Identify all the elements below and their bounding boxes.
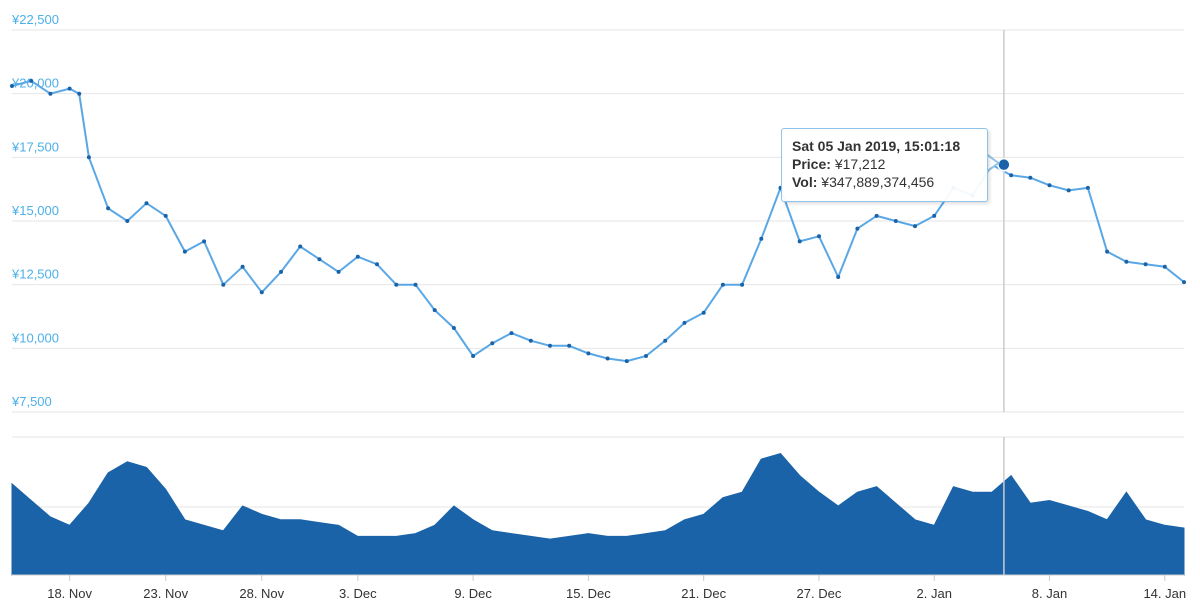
price-point (817, 234, 821, 239)
price-point (1085, 185, 1090, 190)
y-axis: ¥7,500¥10,000¥12,500¥15,000¥17,500¥20,00… (11, 12, 59, 409)
x-tick-label: 2. Jan (917, 586, 952, 601)
price-point (336, 269, 341, 274)
price-point (855, 226, 860, 231)
price-point (471, 354, 476, 358)
price-point (144, 201, 149, 206)
price-point (913, 224, 917, 229)
y-tick-label: ¥10,000 (11, 330, 59, 345)
price-point (682, 320, 687, 325)
y-tick-label: ¥15,000 (11, 203, 59, 218)
price-point (663, 338, 668, 343)
price-point (509, 331, 514, 336)
x-tick-label: 3. Dec (339, 586, 377, 601)
price-point (1028, 175, 1033, 180)
y-tick-label: ¥12,500 (11, 267, 59, 282)
y-tick-label: ¥7,500 (11, 394, 52, 409)
price-point (1105, 249, 1110, 254)
price-point (1143, 262, 1148, 267)
tooltip-vol-label: Vol: (792, 174, 818, 190)
price-point (740, 282, 745, 287)
tooltip-price-value: ¥17,212 (834, 156, 886, 172)
price-point (202, 239, 207, 244)
price-point (29, 78, 34, 83)
price-point (1066, 188, 1071, 193)
price-point (394, 282, 399, 287)
x-tick-label: 14. Jan (1143, 586, 1186, 601)
x-tick-label: 23. Nov (143, 586, 188, 601)
x-axis: 18. Nov 23. Nov 28. Nov 3. Dec 9. Dec 15. Dec… (12, 574, 1186, 601)
price-point (317, 257, 322, 262)
price-point (67, 86, 72, 91)
price-point (375, 262, 379, 267)
price-point (240, 264, 245, 269)
price-point (182, 249, 187, 254)
volume-area (11, 453, 1185, 576)
tooltip-vol-row: Vol: ¥347,889,374,456 (792, 173, 977, 191)
price-point (586, 351, 591, 356)
price-point (279, 269, 283, 274)
x-tick-label: 21. Dec (681, 586, 726, 601)
price-point (605, 356, 610, 361)
y-tick-label: ¥22,500 (11, 12, 59, 27)
price-point (163, 213, 168, 218)
price-point (1162, 264, 1167, 269)
tooltip-arrow-inner (987, 156, 997, 170)
price-point (355, 254, 360, 259)
price-point (701, 310, 706, 315)
price-point (528, 338, 533, 343)
price-point (298, 244, 303, 249)
price-point (490, 341, 495, 346)
price-point (548, 343, 552, 348)
price-point (221, 282, 226, 287)
tooltip-title: Sat 05 Jan 2019, 15:01:18 (792, 138, 961, 154)
price-point (48, 91, 53, 96)
tooltip-vol-value: ¥347,889,374,456 (821, 174, 935, 190)
price-point (259, 290, 264, 295)
x-tick-label: 8. Jan (1032, 586, 1067, 601)
tooltip-price-label: Price: (792, 156, 831, 172)
tooltip: Sat 05 Jan 2019, 15:01:18 Price: ¥17,212… (781, 128, 988, 202)
price-point (432, 308, 437, 313)
price-point (1124, 259, 1129, 264)
price-point (1009, 173, 1014, 178)
price-point (567, 343, 572, 348)
x-tick-label: 9. Dec (454, 586, 492, 601)
price-point (644, 354, 648, 358)
x-tick-label: 15. Dec (566, 586, 611, 601)
price-point (759, 236, 764, 241)
price-point (86, 155, 91, 160)
tooltip-price-row: Price: ¥17,212 (792, 155, 977, 173)
price-point (413, 282, 418, 287)
x-tick-label: 28. Nov (239, 586, 284, 601)
price-point (451, 326, 456, 330)
x-tick-label: 27. Dec (797, 586, 842, 601)
price-point (10, 84, 14, 88)
price-point (836, 275, 841, 279)
x-tick-label: 18. Nov (47, 586, 92, 601)
price-point (893, 219, 898, 223)
price-point (1182, 280, 1186, 285)
price-point (1047, 183, 1052, 188)
price-point (624, 359, 629, 364)
y-tick-label: ¥17,500 (11, 139, 59, 154)
volume-series (11, 453, 1185, 576)
price-point (77, 91, 82, 96)
grid (12, 29, 1184, 508)
price-point (932, 213, 937, 218)
price-point (797, 239, 802, 244)
price-point (720, 282, 725, 287)
price-point (125, 219, 130, 223)
price-point (106, 206, 111, 211)
price-point (874, 213, 879, 218)
